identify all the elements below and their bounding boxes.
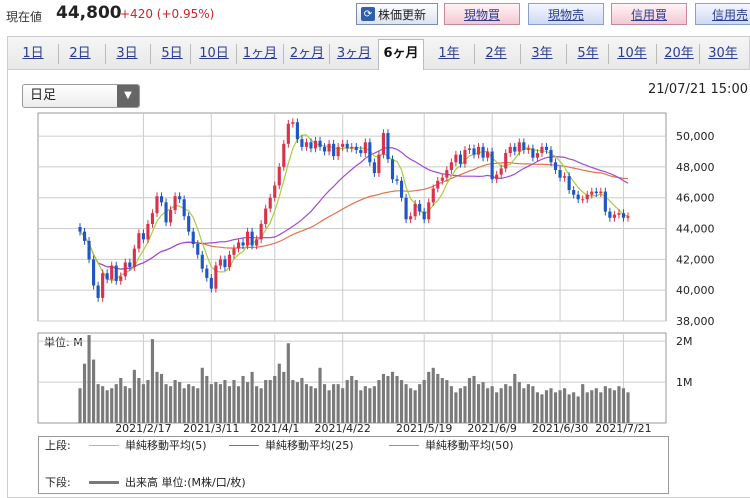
refresh-quote-button[interactable]: ⟳ 株価更新: [356, 3, 438, 25]
legend-ma50: 単純移動平均(50): [425, 439, 514, 452]
tab-separator: [58, 44, 59, 64]
legend-upper-label: 上段:: [45, 439, 71, 452]
candle-period-select[interactable]: 日足 ▼: [22, 84, 140, 108]
tab-8[interactable]: 3ヶ月: [336, 46, 372, 61]
ma5-line-swatch: [89, 444, 119, 446]
tab-separator: [105, 44, 106, 64]
margin-buy-button[interactable]: 信用買: [611, 3, 687, 25]
tab-separator: [236, 44, 237, 64]
tab-7[interactable]: 2ヶ月: [289, 46, 325, 61]
chart-legend: 上段: 単純移動平均(5) 単純移動平均(25) 単純移動平均(50) 下段: …: [38, 436, 669, 494]
tab-2[interactable]: 2日: [69, 46, 91, 61]
chevron-down-icon: ▼: [117, 85, 139, 107]
candle-period-value: 日足: [30, 88, 57, 103]
tab-separator: [283, 44, 284, 64]
legend-ma25: 単純移動平均(25): [265, 439, 354, 452]
tab-13[interactable]: 5年: [577, 46, 599, 61]
tab-separator: [608, 44, 609, 64]
tab-12[interactable]: 3年: [531, 46, 553, 61]
legend-lower-label: 下段:: [45, 476, 71, 489]
tab-3[interactable]: 3日: [116, 46, 138, 61]
tab-14[interactable]: 10年: [617, 46, 647, 61]
refresh-icon: ⟳: [361, 7, 375, 21]
tab-4[interactable]: 5日: [161, 46, 183, 61]
ma25-line-swatch: [229, 444, 259, 446]
volume-swatch: [89, 480, 119, 484]
cash-buy-button[interactable]: 現物買: [444, 3, 520, 25]
tab-10[interactable]: 1年: [438, 46, 460, 61]
quote-header: 現在値 44,800 +420 (+0.95%) ⟳ 株価更新 現物買 現物売 …: [0, 0, 750, 30]
cash-sell-button[interactable]: 現物売: [528, 3, 604, 25]
tab-6[interactable]: 1ヶ月: [242, 46, 278, 61]
tab-1[interactable]: 1日: [22, 46, 44, 61]
tab-11[interactable]: 2年: [485, 46, 507, 61]
tab-5[interactable]: 10日: [199, 46, 229, 61]
chart-timestamp: 21/07/21 15:00: [648, 82, 748, 97]
tab-15[interactable]: 20年: [664, 46, 694, 61]
margin-sell-button[interactable]: 信用売: [695, 3, 750, 25]
tab-separator: [656, 44, 657, 64]
refresh-label: 株価更新: [378, 7, 427, 22]
price-change: +420 (+0.95%): [120, 7, 215, 21]
tab-separator: [520, 44, 521, 64]
price-label: 現在値: [6, 10, 43, 24]
legend-volume: 出来高 単位:(M株/口/枚): [125, 476, 246, 489]
tab-separator: [150, 44, 151, 64]
tab-separator: [474, 44, 475, 64]
tab-9[interactable]: 6ヶ月: [378, 39, 424, 70]
current-price: 44,800: [56, 3, 122, 23]
tab-separator: [190, 44, 191, 64]
tab-separator: [699, 44, 700, 64]
tab-16[interactable]: 30年: [708, 46, 738, 61]
legend-ma5: 単純移動平均(5): [125, 439, 207, 452]
chart-panel: [7, 69, 750, 498]
tab-separator: [566, 44, 567, 64]
tab-separator: [329, 44, 330, 64]
ma50-line-swatch: [389, 444, 419, 446]
